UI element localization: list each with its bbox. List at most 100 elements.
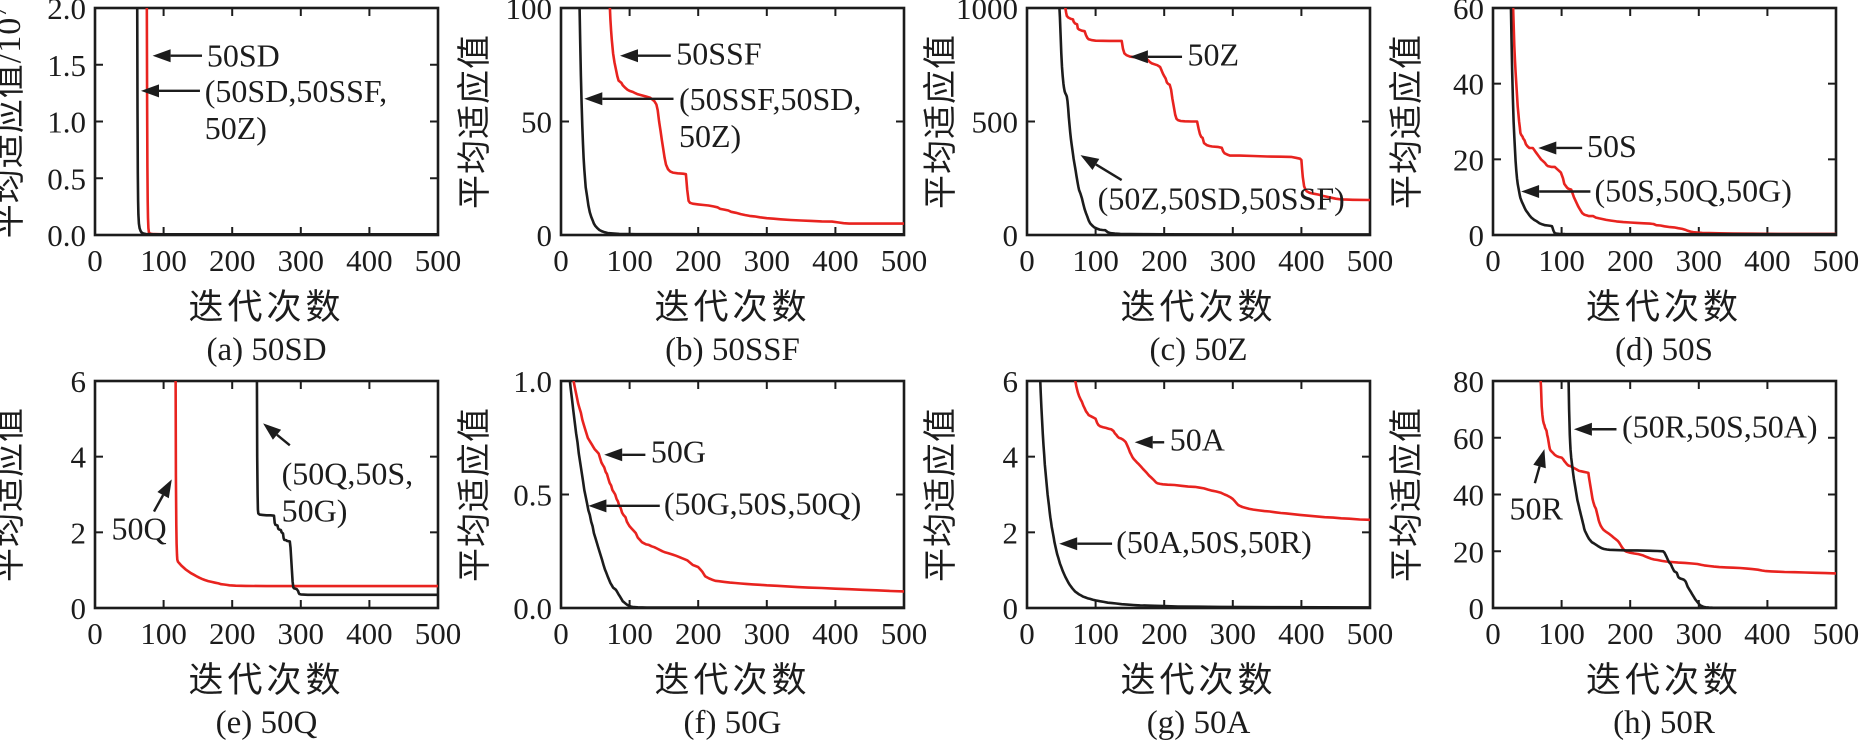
subplot-h: 0 100 200 300 400 500 0 20 40 60 80 平均适应值 (50R,50S,5… <box>1388 364 1863 746</box>
y-axis-label: 平均适应值 <box>1388 407 1426 582</box>
y-tick-label: 4 <box>71 440 87 475</box>
y-tick-label: 0 <box>71 591 87 626</box>
y-tick-label: 0.0 <box>513 591 552 626</box>
plot-border <box>93 379 440 610</box>
curve-black <box>1038 381 1370 608</box>
subplot-e: 0 100 200 300 400 500 0 2 4 6 平均适应值 50Q (50Q,50S, 50G… <box>0 364 466 746</box>
x-tick-label: 0 <box>1019 243 1035 278</box>
y-tick-label: 1.0 <box>513 364 552 399</box>
x-tick-label: 400 <box>346 243 393 278</box>
y-tick-label: 0.5 <box>47 161 86 196</box>
y-tick-label: 0 <box>1469 591 1485 626</box>
annotation-arrowhead-icon <box>584 92 603 106</box>
x-tick-label: 100 <box>140 616 187 651</box>
y-tick-label: 60 <box>1453 421 1484 456</box>
annotation-label: (50A,50S,50R) <box>1116 524 1312 560</box>
annotation-label: (50Z,50SD,50SSF) <box>1098 181 1345 217</box>
x-tick-label: 500 <box>415 243 462 278</box>
x-tick-label: 200 <box>675 616 722 651</box>
y-tick-label: 0 <box>537 218 553 253</box>
x-tick-label: 500 <box>1347 616 1394 651</box>
plot-canvas-g: 0 100 200 300 400 500 0 2 4 6 平均适应值 50A (50A,50S,50R… <box>922 364 1394 651</box>
y-tick-label: 6 <box>71 364 87 399</box>
annotation-arrowhead-icon <box>620 49 638 63</box>
annotation-arrowhead-icon <box>604 448 623 462</box>
x-axis-label-b: 迭代次数 <box>654 288 811 327</box>
x-tick-label: 200 <box>1607 243 1654 278</box>
x-tick-label: 100 <box>1072 243 1119 278</box>
plot-canvas-h: 0 100 200 300 400 500 0 20 40 60 80 平均适应值 (50R,50S,5… <box>1388 364 1860 651</box>
x-axis-label-a: 迭代次数 <box>188 288 345 327</box>
curve-red <box>145 8 438 235</box>
subplot-b: 0 100 200 300 400 500 0 50 100 平均适应值 50SSF (50SSF,5… <box>456 0 932 373</box>
annotation-arrow-line <box>276 433 291 447</box>
x-tick-label: 0 <box>1019 616 1035 651</box>
annotation-arrowhead-icon <box>1521 185 1540 198</box>
y-tick-label: 1.0 <box>47 105 86 140</box>
y-tick-label: 100 <box>506 0 553 26</box>
y-tick-label: 1.5 <box>47 48 86 83</box>
x-tick-label: 0 <box>1485 243 1501 278</box>
annotation-arrowhead-icon <box>152 49 171 63</box>
x-axis-label-f: 迭代次数 <box>654 661 811 700</box>
y-tick-label: 0.0 <box>47 218 86 253</box>
x-axis-label-d: 迭代次数 <box>1585 288 1742 327</box>
y-tick-label: 0 <box>1469 218 1485 253</box>
x-tick-label: 0 <box>87 616 103 651</box>
y-tick-label: 2 <box>1003 515 1019 550</box>
curve-black <box>1509 8 1836 235</box>
x-tick-label: 400 <box>1744 243 1791 278</box>
annotation-label: 50SD <box>207 38 280 74</box>
x-axis-label-c: 迭代次数 <box>1120 288 1277 327</box>
plot-border <box>1025 379 1372 610</box>
x-tick-label: 500 <box>1813 616 1860 651</box>
x-tick-label: 100 <box>1072 616 1119 651</box>
annotation-arrow-line <box>152 494 165 513</box>
annotation-label: 50Z) <box>205 110 267 146</box>
annotation-label: (50R,50S,50A) <box>1622 408 1818 444</box>
y-tick-label: 2 <box>71 515 87 550</box>
x-tick-label: 200 <box>1141 243 1188 278</box>
curve-red <box>608 8 904 225</box>
y-axis-label: 平均适应值 <box>922 34 960 209</box>
annotation-label: (50SSF,50SD, <box>679 81 861 117</box>
annotation-arrowhead-icon <box>1059 537 1078 551</box>
y-tick-label: 40 <box>1453 478 1484 513</box>
y-tick-label: 2.0 <box>47 0 86 26</box>
curve-red <box>1074 381 1370 522</box>
x-tick-label: 0 <box>553 243 569 278</box>
plot-canvas-b: 0 100 200 300 400 500 0 50 100 平均适应值 50SSF (50SSF,5… <box>456 0 927 278</box>
curve-red <box>1539 381 1836 575</box>
plot-canvas-f: 0 100 200 300 400 500 0.0 0.5 1.0 平均适应值 50G (50G,50… <box>456 364 928 651</box>
x-tick-label: 100 <box>606 616 653 651</box>
annotation-label: (50S,50Q,50G) <box>1595 172 1792 208</box>
annotation-label: 50R <box>1509 491 1563 527</box>
subplot-caption-g: (g) 50A <box>1146 705 1251 741</box>
x-tick-label: 300 <box>744 616 791 651</box>
y-tick-label: 0 <box>1003 591 1019 626</box>
subplot-caption-b: (b) 50SSF <box>665 332 800 368</box>
x-tick-label: 300 <box>1210 243 1257 278</box>
y-tick-label: 20 <box>1453 534 1484 569</box>
annotation-arrow-line <box>1095 163 1123 182</box>
x-tick-label: 200 <box>209 243 256 278</box>
annotation-label: (50SD,50SSF, <box>205 73 387 109</box>
annotation-arrowhead-icon <box>1134 435 1153 449</box>
plot-canvas-c: 0 100 200 300 400 500 0 500 1000 平均适应值 50Z (50Z,50S… <box>922 0 1393 278</box>
subplot-caption-d: (d) 50S <box>1614 332 1714 368</box>
y-tick-label: 0 <box>1003 218 1019 253</box>
annotation-arrowhead-icon <box>1533 449 1546 469</box>
x-tick-label: 500 <box>881 616 928 651</box>
annotation-arrowhead-icon <box>1538 141 1557 155</box>
subplot-a: 0 100 200 300 400 500 0.0 0.5 1.0 1.5 2.0 平均适应值/107… <box>0 0 466 373</box>
x-tick-label: 300 <box>278 243 325 278</box>
subplot-caption-a: (a) 50SD <box>206 332 327 368</box>
annotation-arrowhead-icon <box>1129 50 1148 64</box>
annotation-arrowhead-icon <box>588 499 607 513</box>
subplot-c: 0 100 200 300 400 500 0 500 1000 平均适应值 50Z (50Z,50S… <box>922 0 1398 373</box>
plot-canvas-d: 0 100 200 300 400 500 0 20 40 60 平均适应值 50S (50S,50Q,… <box>1388 0 1859 278</box>
y-axis-label: 平均适应值/107 <box>0 5 28 238</box>
curve-black <box>578 8 904 235</box>
subplot-caption-c: (c) 50Z <box>1149 332 1248 368</box>
x-tick-label: 400 <box>1744 616 1791 651</box>
